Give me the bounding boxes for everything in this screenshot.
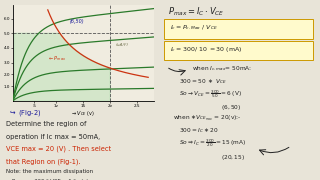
Text: operation if Ic max = 50mA,: operation if Ic max = 50mA, bbox=[6, 134, 100, 140]
Text: $(20,15)$: $(20,15)$ bbox=[221, 153, 245, 162]
Text: when $I_{c.max}$= 50mA:: when $I_{c.max}$= 50mA: bbox=[192, 64, 252, 73]
Text: that Region on (Fig-1).: that Region on (Fig-1). bbox=[6, 158, 81, 165]
Text: Note: the maximum dissipation: Note: the maximum dissipation bbox=[6, 169, 93, 174]
FancyBboxPatch shape bbox=[164, 40, 313, 60]
Text: (uA/F): (uA/F) bbox=[116, 44, 129, 48]
Text: $\hookrightarrow$ (Fig-2): $\hookrightarrow$ (Fig-2) bbox=[8, 108, 41, 118]
Text: $I_c = P_{c.Max}\ /\ V_{CE}$: $I_c = P_{c.Max}\ /\ V_{CE}$ bbox=[170, 24, 218, 32]
Text: $So \rightarrow V_{CE} = \frac{300}{50} = 6\ \mathrm{(V)}$: $So \rightarrow V_{CE} = \frac{300}{50} … bbox=[179, 89, 242, 100]
X-axis label: $\rightarrow V_{CE}$ (v): $\rightarrow V_{CE}$ (v) bbox=[71, 109, 95, 118]
FancyBboxPatch shape bbox=[164, 19, 313, 39]
Polygon shape bbox=[14, 33, 110, 101]
Text: (6,50): (6,50) bbox=[70, 19, 84, 24]
Text: $So \Rightarrow I_C = \frac{300}{20} = 15\ \mathrm{(mA)}$: $So \Rightarrow I_C = \frac{300}{20} = 1… bbox=[179, 137, 247, 149]
Text: $\leftarrow P_{max}$: $\leftarrow P_{max}$ bbox=[48, 54, 66, 63]
Y-axis label: $I_C$ (mA): $I_C$ (mA) bbox=[0, 44, 2, 63]
Text: Pmax = 300 * VCE = 1 * p(v): Pmax = 300 * VCE = 1 * p(v) bbox=[12, 179, 89, 180]
Text: $P_{max} = I_C \cdot V_{CE}$: $P_{max} = I_C \cdot V_{CE}$ bbox=[168, 5, 225, 18]
Text: when $\ast V_{CE_{max}}$ = 20(v):-: when $\ast V_{CE_{max}}$ = 20(v):- bbox=[173, 113, 242, 123]
Text: $300 = 50\ \ast\ V_{CE}$: $300 = 50\ \ast\ V_{CE}$ bbox=[179, 77, 228, 86]
Text: $I_c = 300/\ 10\ = 30\ \mathrm{(mA)}$: $I_c = 300/\ 10\ = 30\ \mathrm{(mA)}$ bbox=[170, 45, 242, 54]
Text: $300 = I_C \ast 20$: $300 = I_C \ast 20$ bbox=[179, 126, 219, 135]
Text: $(6,50)$: $(6,50)$ bbox=[221, 103, 241, 112]
Text: VCE max = 20 (V) . Then select: VCE max = 20 (V) . Then select bbox=[6, 146, 111, 152]
Text: Determine the region of: Determine the region of bbox=[6, 121, 87, 127]
